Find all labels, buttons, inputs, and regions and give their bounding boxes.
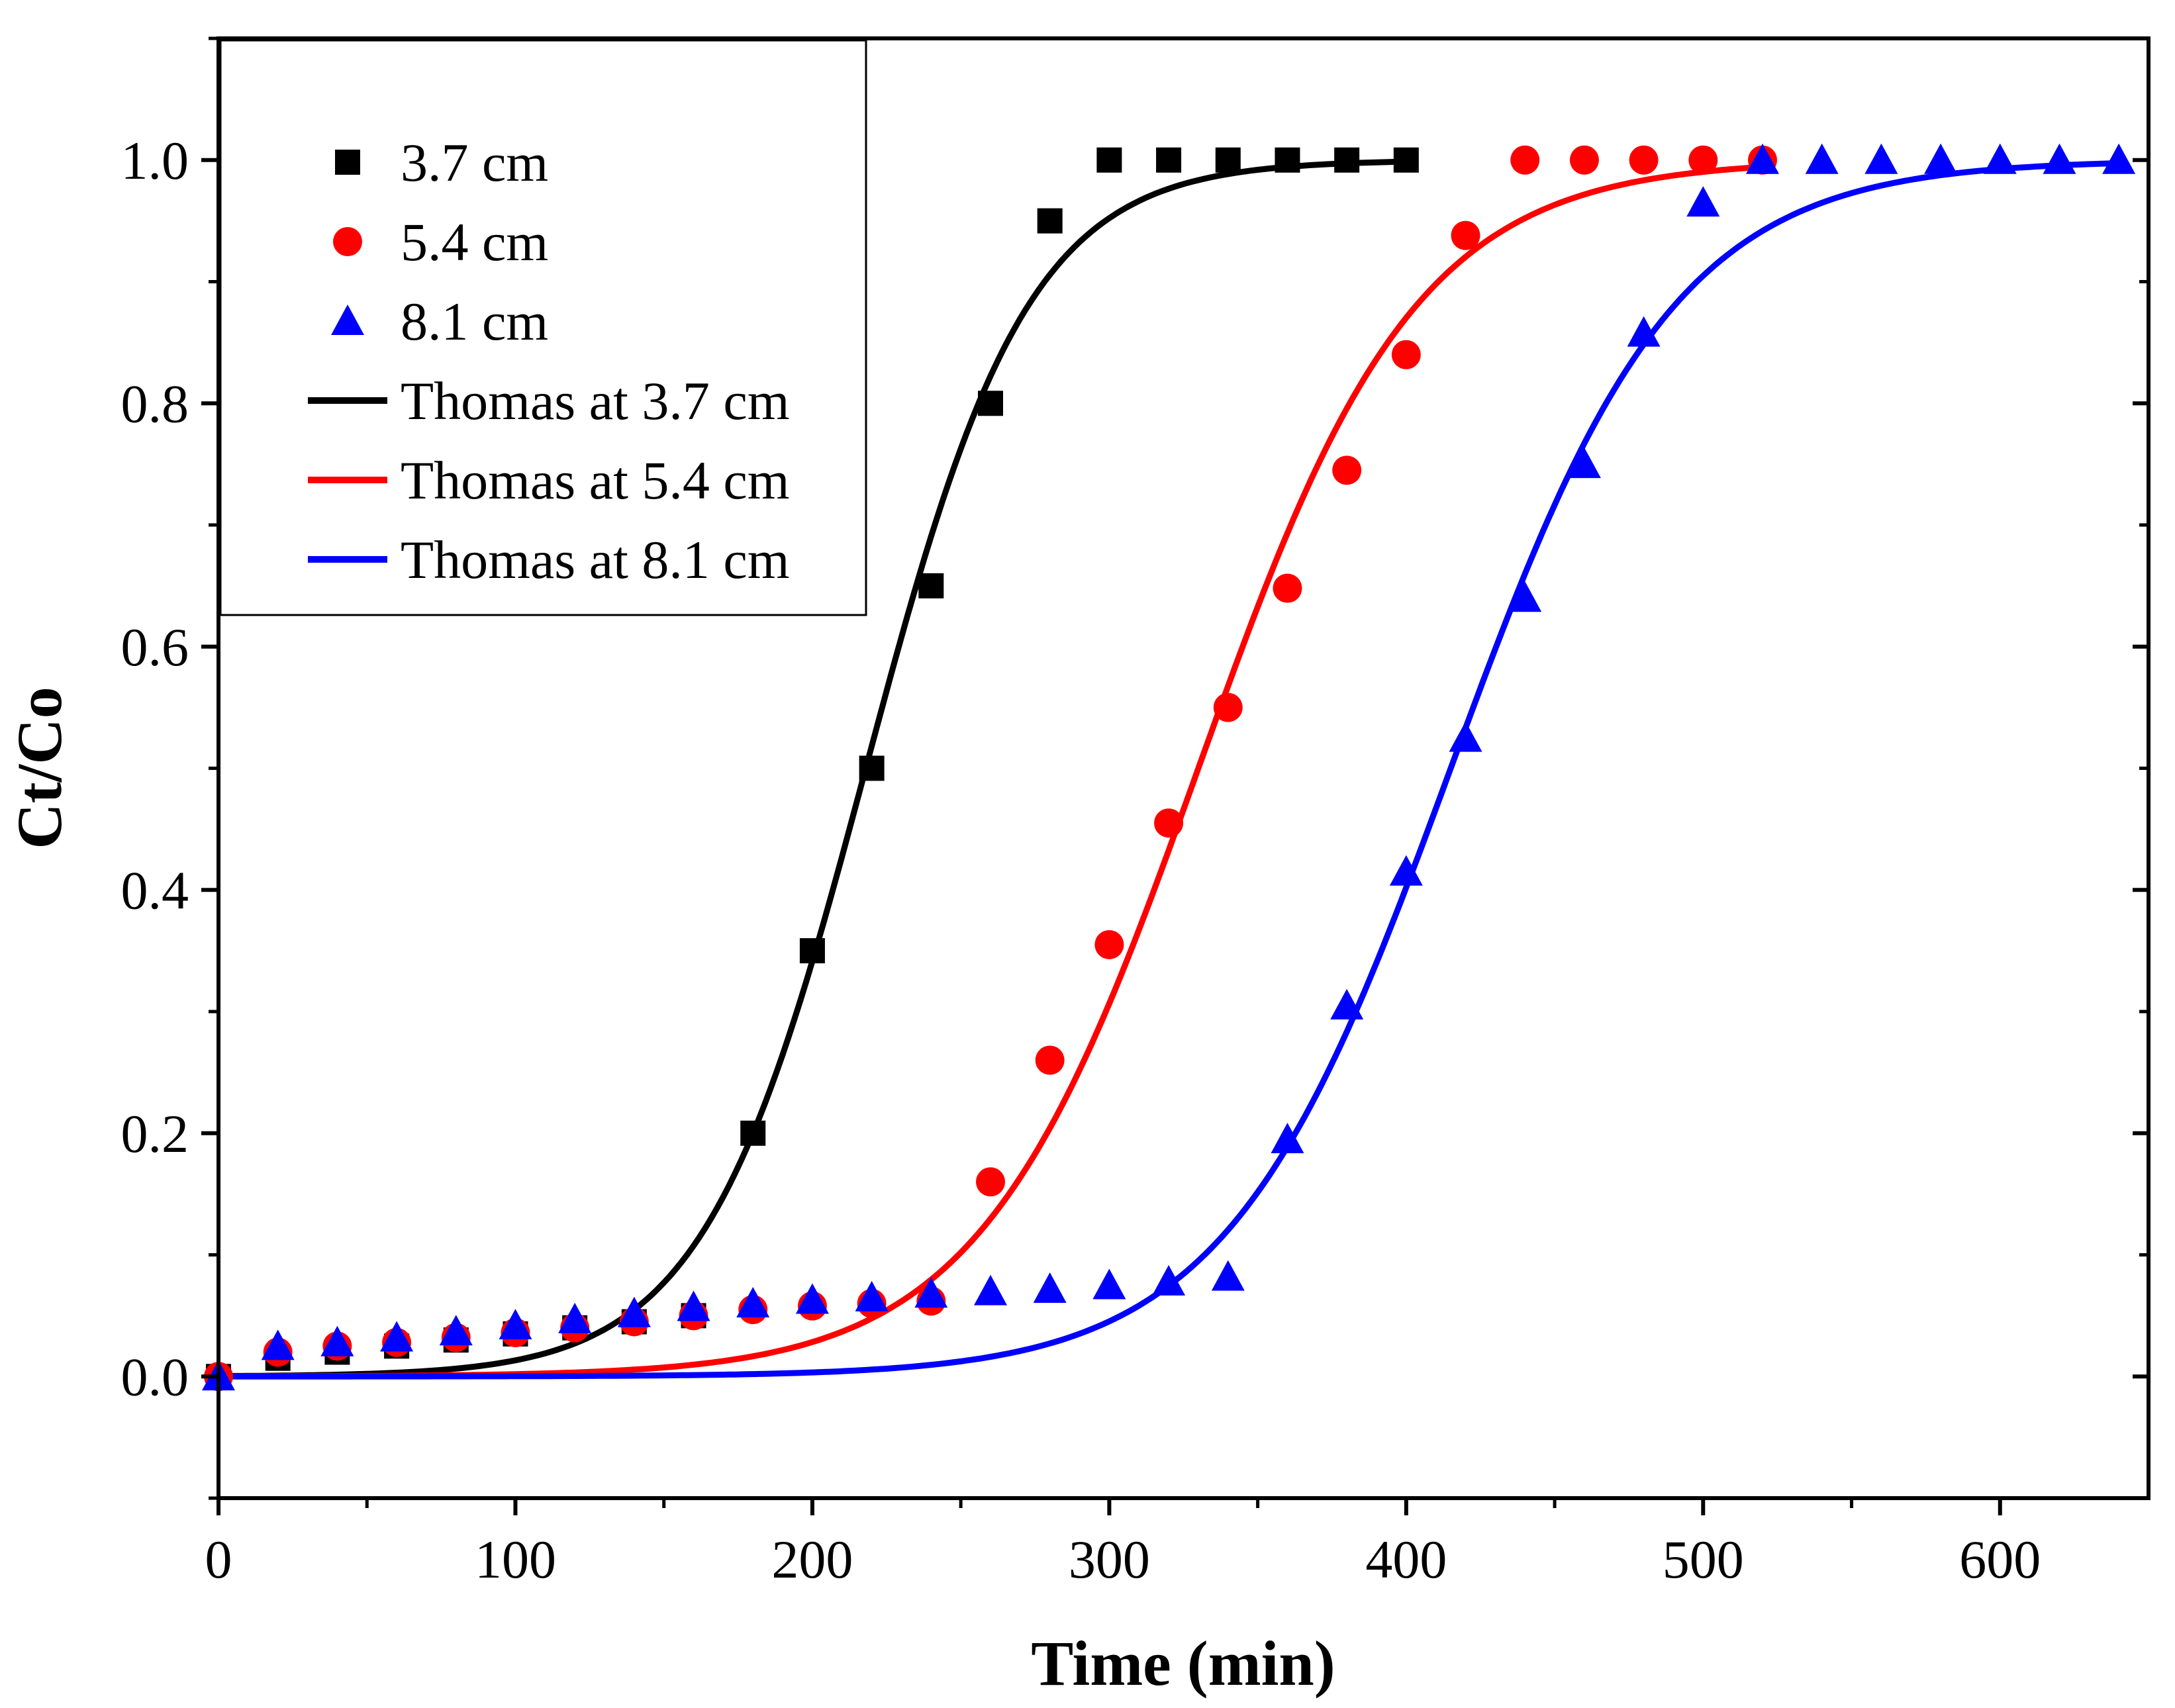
data-point-series-1 bbox=[978, 391, 1003, 416]
data-point-series-3 bbox=[1805, 143, 1839, 174]
legend-marker-2 bbox=[333, 227, 362, 256]
data-point-series-3 bbox=[499, 1309, 532, 1340]
y-axis-title: Ct/Co bbox=[4, 687, 75, 849]
data-point-series-2 bbox=[1569, 145, 1599, 175]
data-point-series-1 bbox=[859, 755, 885, 781]
data-point-series-3 bbox=[677, 1290, 710, 1321]
data-point-series-2 bbox=[1629, 145, 1659, 175]
legend: 3.7 cm 5.4 cm 8.1 cm Thomas at 3.7 cm Thomas… bbox=[219, 39, 867, 616]
data-point-series-1 bbox=[1275, 147, 1300, 173]
x-tick-label: 100 bbox=[475, 1529, 556, 1589]
legend-label-3: 8.1 cm bbox=[401, 291, 548, 352]
data-point-series-3 bbox=[439, 1315, 473, 1346]
data-point-series-1 bbox=[918, 573, 944, 598]
x-axis-title: Time (min) bbox=[1031, 1628, 1335, 1699]
data-point-series-3 bbox=[1864, 143, 1898, 174]
x-tick-label: 500 bbox=[1663, 1529, 1744, 1589]
data-point-series-2 bbox=[1391, 340, 1421, 369]
legend-label-1: 3.7 cm bbox=[401, 132, 548, 193]
data-point-series-1 bbox=[1215, 147, 1241, 173]
legend-box bbox=[219, 39, 867, 616]
legend-label-5: Thomas at 5.4 cm bbox=[401, 450, 790, 510]
data-point-series-2 bbox=[1688, 145, 1718, 175]
y-tick-label: 0.2 bbox=[121, 1104, 189, 1164]
data-point-series-2 bbox=[1332, 455, 1362, 485]
data-point-series-3 bbox=[914, 1277, 948, 1308]
data-point-series-1 bbox=[799, 938, 825, 964]
data-point-series-2 bbox=[1035, 1045, 1065, 1075]
y-tick-label: 0.6 bbox=[121, 617, 189, 677]
data-point-series-1 bbox=[740, 1120, 766, 1146]
x-tick-label: 0 bbox=[205, 1529, 232, 1589]
data-point-series-2 bbox=[1154, 808, 1184, 838]
y-tick-label: 1.0 bbox=[121, 130, 189, 191]
data-point-series-3 bbox=[1152, 1264, 1186, 1296]
data-point-series-3 bbox=[1389, 855, 1423, 886]
data-point-series-2 bbox=[1451, 220, 1480, 250]
data-point-series-2 bbox=[1510, 145, 1540, 175]
legend-label-4: Thomas at 3.7 cm bbox=[401, 371, 790, 431]
data-point-series-1 bbox=[1334, 147, 1360, 173]
legend-label-2: 5.4 cm bbox=[401, 212, 548, 272]
data-point-series-3 bbox=[1033, 1272, 1067, 1303]
data-point-series-3 bbox=[855, 1280, 889, 1311]
data-point-series-3 bbox=[558, 1302, 592, 1333]
data-point-series-3 bbox=[261, 1329, 295, 1360]
x-tick-label: 600 bbox=[1959, 1529, 2041, 1589]
data-point-series-1 bbox=[1037, 208, 1063, 234]
data-markers bbox=[202, 143, 2136, 1392]
data-point-series-3 bbox=[380, 1321, 414, 1352]
x-tick-label: 400 bbox=[1365, 1529, 1447, 1589]
data-point-series-2 bbox=[1273, 573, 1302, 603]
data-point-series-3 bbox=[1330, 988, 1364, 1020]
data-point-series-1 bbox=[1096, 147, 1122, 173]
data-point-series-3 bbox=[1211, 1260, 1245, 1291]
y-tick-label: 0.4 bbox=[121, 860, 189, 920]
x-tick-label: 300 bbox=[1069, 1529, 1150, 1589]
data-point-series-3 bbox=[1686, 186, 1720, 217]
legend-label-6: Thomas at 8.1 cm bbox=[401, 530, 790, 590]
data-point-series-1 bbox=[1156, 147, 1182, 173]
data-point-series-3 bbox=[320, 1325, 354, 1356]
data-point-series-3 bbox=[1508, 581, 1542, 612]
axis-ticks bbox=[201, 36, 2149, 1515]
axis-tick-labels: 0 100 200 300 400 500 600 0.0 0.2 0.4 0.6 0.8 1.0 bbox=[121, 130, 2041, 1589]
data-point-series-3 bbox=[1092, 1268, 1126, 1300]
data-point-series-3 bbox=[1924, 143, 1958, 174]
y-tick-label: 0.8 bbox=[121, 373, 189, 434]
y-tick-label: 0.0 bbox=[121, 1347, 189, 1407]
data-point-series-3 bbox=[617, 1296, 651, 1327]
data-point-series-1 bbox=[1393, 147, 1419, 173]
legend-marker-3 bbox=[331, 305, 364, 335]
data-point-series-2 bbox=[976, 1167, 1005, 1197]
data-point-series-3 bbox=[736, 1287, 770, 1317]
legend-marker-1 bbox=[335, 150, 360, 175]
data-point-series-3 bbox=[974, 1274, 1007, 1305]
data-point-series-3 bbox=[1746, 143, 1779, 174]
data-point-series-3 bbox=[795, 1283, 829, 1314]
data-point-series-3 bbox=[1449, 721, 1482, 752]
data-point-series-3 bbox=[1627, 316, 1661, 347]
data-point-series-3 bbox=[2102, 143, 2136, 174]
data-point-series-3 bbox=[1271, 1122, 1304, 1153]
data-point-series-3 bbox=[2043, 143, 2076, 174]
data-point-series-3 bbox=[1567, 448, 1601, 479]
x-tick-label: 200 bbox=[771, 1529, 853, 1589]
data-point-series-2 bbox=[1094, 929, 1124, 959]
data-point-series-3 bbox=[1983, 143, 2017, 174]
data-point-series-2 bbox=[1213, 692, 1243, 722]
